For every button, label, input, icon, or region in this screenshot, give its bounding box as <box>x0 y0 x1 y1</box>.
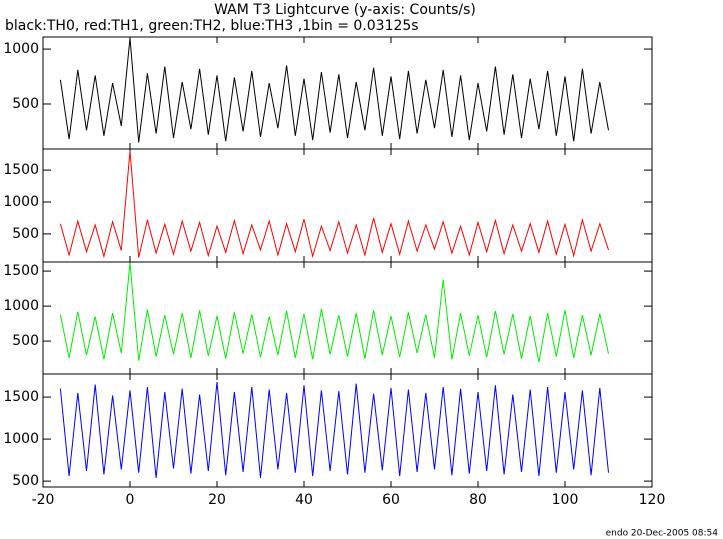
x-tick-label: 80 <box>469 492 487 508</box>
x-tick-label: 60 <box>382 492 400 508</box>
y-tick-label: 1500 <box>3 162 39 178</box>
chart-subtitle: black:TH0, red:TH1, green:TH2, blue:TH3 … <box>5 18 419 34</box>
footer: endo 20-Dec-2005 08:54 <box>606 529 719 539</box>
x-tick-label: 0 <box>126 492 135 508</box>
y-tick-label: 1000 <box>3 298 39 314</box>
x-tick-label: 100 <box>552 492 579 508</box>
y-tick-label: 1500 <box>3 263 39 279</box>
series-line <box>59 150 609 259</box>
chart-title: WAM T3 Lightcurve (y-axis: Counts/s) <box>214 2 476 18</box>
panel-frame <box>42 373 653 488</box>
y-tick-label: 500 <box>12 226 39 242</box>
y-tick-label: 1000 <box>3 41 39 57</box>
x-tick-label: 20 <box>208 492 226 508</box>
y-tick-label: 1000 <box>3 194 39 210</box>
series-line <box>59 381 609 478</box>
x-tick-label: 40 <box>295 492 313 508</box>
y-tick-label: 500 <box>12 333 39 349</box>
series-line <box>59 262 609 363</box>
x-tick-label: 120 <box>639 492 666 508</box>
y-tick-label: 500 <box>12 473 39 489</box>
series-line <box>59 38 609 143</box>
y-tick-label: 1500 <box>3 389 39 405</box>
y-tick-label: 500 <box>12 96 39 112</box>
x-tick-label: -20 <box>32 492 55 508</box>
y-tick-label: 1000 <box>3 431 39 447</box>
